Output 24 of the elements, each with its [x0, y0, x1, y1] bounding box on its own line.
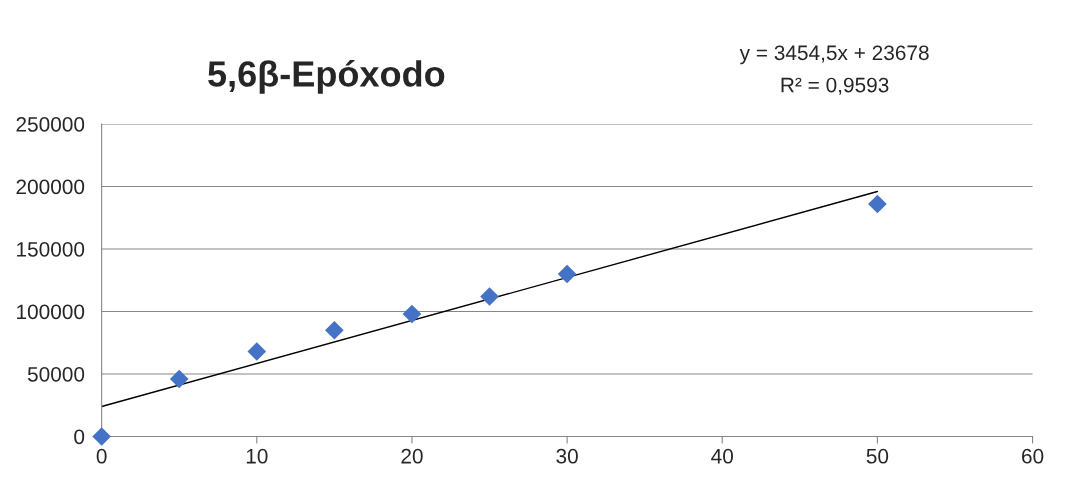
point	[247, 342, 267, 361]
point	[169, 369, 189, 389]
point	[868, 194, 887, 214]
x-tick-label: 20	[401, 448, 423, 464]
x-tick-label: 30	[556, 448, 578, 464]
y-tick-label: 50000	[27, 366, 85, 382]
y-tick-label: 200000	[16, 179, 85, 195]
x-tick-label: 40	[711, 448, 734, 464]
point	[92, 427, 111, 446]
x-tick-label: 0	[96, 448, 107, 464]
point	[480, 287, 499, 306]
y-tick-label: 150000	[17, 241, 85, 257]
x-tick-label: 10	[246, 448, 268, 464]
y-tick-label: 0	[74, 429, 85, 445]
point	[557, 264, 577, 284]
text: R² = 0,9593	[781, 77, 889, 95]
x-tick-label: 60	[1022, 448, 1044, 464]
chart-title: 5,6β-Epóxodo	[208, 59, 445, 94]
text: y = 3454,5x + 23678	[739, 45, 929, 65]
y-tick-label: 100000	[17, 304, 85, 320]
point	[325, 320, 344, 340]
y-tick-label: 250000	[16, 117, 85, 132]
x-tick-label: 50	[866, 448, 889, 464]
point	[402, 304, 422, 324]
